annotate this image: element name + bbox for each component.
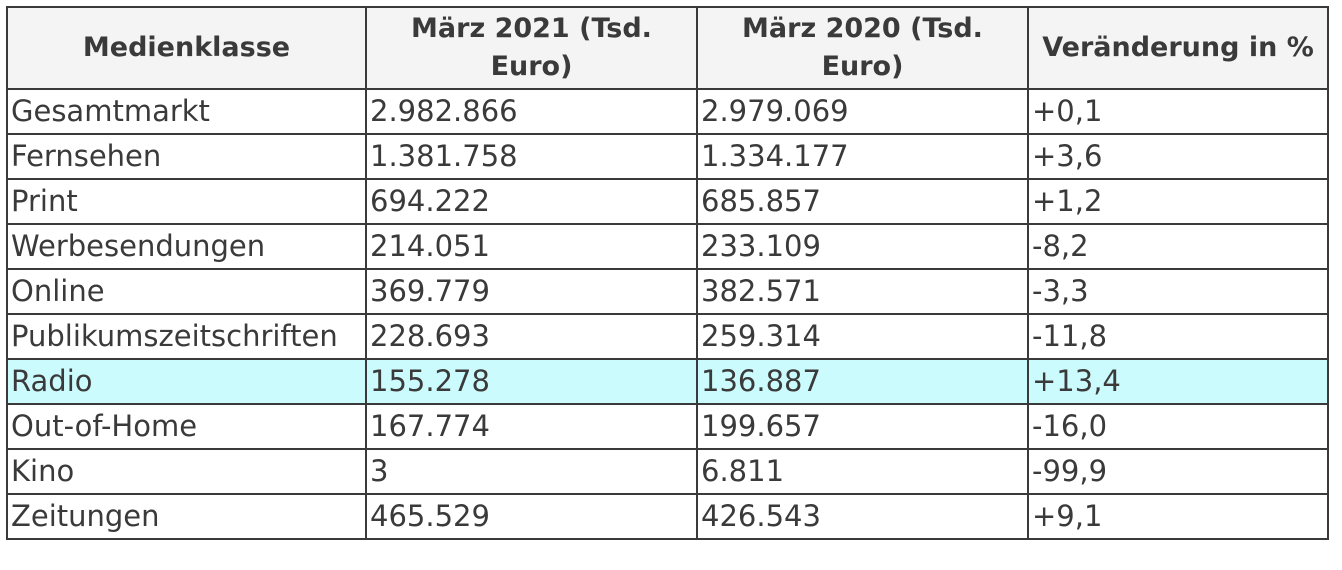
cell-maerz-2021: 1.381.758	[365, 133, 698, 180]
cell-medienklasse: Radio	[6, 358, 367, 405]
cell-veraenderung: +9,1	[1027, 493, 1329, 540]
cell-maerz-2021: 228.693	[365, 313, 698, 360]
table-row: Zeitungen 465.529 426.543 +9,1	[6, 493, 1329, 540]
cell-medienklasse: Werbesendungen	[6, 223, 367, 270]
media-revenue-table: Medienklasse März 2021 (Tsd. Euro) März …	[6, 6, 1329, 540]
cell-maerz-2020: 233.109	[696, 223, 1029, 270]
cell-medienklasse: Kino	[6, 448, 367, 495]
cell-maerz-2021: 369.779	[365, 268, 698, 315]
cell-veraenderung: -99,9	[1027, 448, 1329, 495]
cell-veraenderung: +13,4	[1027, 358, 1329, 405]
table-row: Werbesendungen 214.051 233.109 -8,2	[6, 223, 1329, 270]
cell-veraenderung: -11,8	[1027, 313, 1329, 360]
cell-maerz-2021: 155.278	[365, 358, 698, 405]
cell-maerz-2020: 685.857	[696, 178, 1029, 225]
table-row: Print 694.222 685.857 +1,2	[6, 178, 1329, 225]
cell-maerz-2020: 382.571	[696, 268, 1029, 315]
cell-maerz-2021: 167.774	[365, 403, 698, 450]
cell-maerz-2020: 199.657	[696, 403, 1029, 450]
header-medienklasse: Medienklasse	[6, 6, 367, 90]
cell-medienklasse: Gesamtmarkt	[6, 88, 367, 135]
cell-maerz-2021: 214.051	[365, 223, 698, 270]
cell-maerz-2020: 1.334.177	[696, 133, 1029, 180]
cell-maerz-2020: 6.811	[696, 448, 1029, 495]
cell-medienklasse: Print	[6, 178, 367, 225]
cell-maerz-2021: 694.222	[365, 178, 698, 225]
table-row: Out-of-Home 167.774 199.657 -16,0	[6, 403, 1329, 450]
cell-medienklasse: Out-of-Home	[6, 403, 367, 450]
table-row: Radio 155.278 136.887 +13,4	[6, 358, 1329, 405]
table-row: Publikumszeitschriften 228.693 259.314 -…	[6, 313, 1329, 360]
header-maerz-2021: März 2021 (Tsd. Euro)	[365, 6, 698, 90]
cell-maerz-2020: 259.314	[696, 313, 1029, 360]
cell-medienklasse: Fernsehen	[6, 133, 367, 180]
table-container: Medienklasse März 2021 (Tsd. Euro) März …	[6, 6, 1329, 540]
header-maerz-2020: März 2020 (Tsd. Euro)	[696, 6, 1029, 90]
cell-maerz-2021: 3	[365, 448, 698, 495]
cell-veraenderung: +3,6	[1027, 133, 1329, 180]
table-header-row: Medienklasse März 2021 (Tsd. Euro) März …	[6, 6, 1329, 90]
table-row: Gesamtmarkt 2.982.866 2.979.069 +0,1	[6, 88, 1329, 135]
cell-veraenderung: -3,3	[1027, 268, 1329, 315]
table-row: Kino 3 6.811 -99,9	[6, 448, 1329, 495]
cell-medienklasse: Zeitungen	[6, 493, 367, 540]
cell-veraenderung: +0,1	[1027, 88, 1329, 135]
cell-medienklasse: Publikumszeitschriften	[6, 313, 367, 360]
cell-veraenderung: -16,0	[1027, 403, 1329, 450]
cell-veraenderung: -8,2	[1027, 223, 1329, 270]
cell-maerz-2020: 2.979.069	[696, 88, 1029, 135]
table-row: Fernsehen 1.381.758 1.334.177 +3,6	[6, 133, 1329, 180]
cell-maerz-2020: 136.887	[696, 358, 1029, 405]
header-veraenderung: Veränderung in %	[1027, 6, 1329, 90]
cell-maerz-2021: 465.529	[365, 493, 698, 540]
cell-maerz-2020: 426.543	[696, 493, 1029, 540]
table-row: Online 369.779 382.571 -3,3	[6, 268, 1329, 315]
cell-maerz-2021: 2.982.866	[365, 88, 698, 135]
cell-veraenderung: +1,2	[1027, 178, 1329, 225]
cell-medienklasse: Online	[6, 268, 367, 315]
